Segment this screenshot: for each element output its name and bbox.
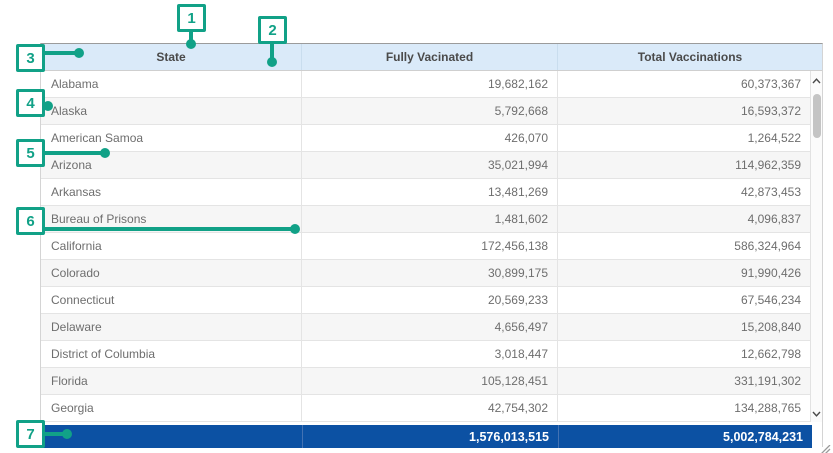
callout-7-line [43,432,69,436]
scrollbar-thumb[interactable] [812,94,821,138]
state-cell: Connecticut [41,287,302,314]
callout-7: 7 [16,420,45,448]
scroll-down-button[interactable] [811,406,822,420]
state-cell: Alaska [41,98,302,125]
resize-grip-icon[interactable] [821,441,831,453]
summary-total-vaccinations-cell: 5,002,784,231 [558,425,812,448]
summary-fully-vaccinated-cell: 1,576,013,515 [302,425,558,448]
callout-4: 4 [16,89,45,117]
fully-vaccinated-cell: 4,656,497 [302,314,558,341]
column-header-total-vaccinations[interactable]: Total Vaccinations [637,50,743,64]
callout-3-line [43,51,79,55]
table-row[interactable]: California 172,456,138 586,324,964 [41,233,810,260]
total-vaccinations-cell: 12,662,798 [558,341,810,368]
fully-vaccinated-cell: 42,754,302 [302,395,558,422]
callout-1: 1 [177,4,206,32]
callout-3: 3 [16,44,45,72]
state-cell: Arkansas [41,179,302,206]
table-row[interactable]: Florida 105,128,451 331,191,302 [41,368,810,395]
state-cell: Colorado [41,260,302,287]
total-vaccinations-cell: 1,264,522 [558,125,810,152]
callout-2-dot [267,57,277,67]
chevron-up-icon [812,71,821,89]
table-row[interactable]: Connecticut 20,569,233 67,546,234 [41,287,810,314]
table-row[interactable]: Colorado 30,899,175 91,990,426 [41,260,810,287]
callout-5-line [43,151,106,155]
callout-6-line [43,227,296,231]
chevron-down-icon [812,404,821,422]
callout-2-line [270,42,274,62]
table-row[interactable]: Georgia 42,754,302 134,288,765 [41,395,810,422]
fully-vaccinated-cell: 426,070 [302,125,558,152]
summary-state-cell [41,425,302,448]
fully-vaccinated-cell: 3,018,447 [302,341,558,368]
callout-3-dot [74,48,84,58]
scroll-up-button[interactable] [811,73,822,87]
fully-vaccinated-cell: 1,481,602 [302,206,558,233]
state-cell: Georgia [41,395,302,422]
total-vaccinations-cell: 331,191,302 [558,368,810,395]
fully-vaccinated-cell: 5,792,668 [302,98,558,125]
table-row[interactable]: American Samoa 426,070 1,264,522 [41,125,810,152]
table-header-row: State Fully Vacinated Total Vaccinations [41,44,822,71]
callout-5: 5 [16,139,45,167]
table-row[interactable]: Alabama 19,682,162 60,373,367 [41,71,810,98]
total-vaccinations-cell: 114,962,359 [558,152,810,179]
fully-vaccinated-cell: 30,899,175 [302,260,558,287]
total-vaccinations-cell: 15,208,840 [558,314,810,341]
state-cell: Delaware [41,314,302,341]
callout-2: 2 [258,16,287,44]
table-row[interactable]: Bureau of Prisons 1,481,602 4,096,837 [41,206,810,233]
column-header-state[interactable]: State [41,44,302,70]
state-cell: Alabama [41,71,302,98]
callout-1-dot [186,39,196,49]
total-vaccinations-cell: 586,324,964 [558,233,810,260]
total-vaccinations-cell: 42,873,453 [558,179,810,206]
table-body: Alabama 19,682,162 60,373,367 Alaska 5,7… [41,71,822,422]
fully-vaccinated-cell: 35,021,994 [302,152,558,179]
table-row[interactable]: Delaware 4,656,497 15,208,840 [41,314,810,341]
callout-7-dot [62,429,72,439]
fully-vaccinated-cell: 19,682,162 [302,71,558,98]
state-cell: Florida [41,368,302,395]
total-vaccinations-cell: 134,288,765 [558,395,810,422]
state-cell: District of Columbia [41,341,302,368]
total-vaccinations-cell: 4,096,837 [558,206,810,233]
column-header-fully-vaccinated[interactable]: Fully Vacinated [302,44,558,70]
total-vaccinations-cell: 60,373,367 [558,71,810,98]
total-vaccinations-cell: 91,990,426 [558,260,810,287]
table-row[interactable]: Arizona 35,021,994 114,962,359 [41,152,810,179]
table-row[interactable]: Arkansas 13,481,269 42,873,453 [41,179,810,206]
vertical-scrollbar[interactable] [810,71,822,422]
total-vaccinations-cell: 67,546,234 [558,287,810,314]
state-cell: American Samoa [41,125,302,152]
state-cell: California [41,233,302,260]
callout-1-line [189,30,193,44]
fully-vaccinated-cell: 105,128,451 [302,368,558,395]
fully-vaccinated-cell: 20,569,233 [302,287,558,314]
callout-5-dot [100,148,110,158]
data-table: State Fully Vacinated Total Vaccinations… [40,43,823,448]
callout-6-dot [290,224,300,234]
table-row[interactable]: Alaska 5,792,668 16,593,372 [41,98,810,125]
state-cell: Bureau of Prisons [41,206,302,233]
state-cell: Arizona [41,152,302,179]
summary-row: 1,576,013,515 5,002,784,231 [41,425,812,448]
table-row[interactable]: District of Columbia 3,018,447 12,662,79… [41,341,810,368]
callout-6: 6 [16,207,45,235]
total-vaccinations-cell: 16,593,372 [558,98,810,125]
callout-4-dot [43,101,53,111]
summary-divider [41,422,822,425]
fully-vaccinated-cell: 172,456,138 [302,233,558,260]
fully-vaccinated-cell: 13,481,269 [302,179,558,206]
